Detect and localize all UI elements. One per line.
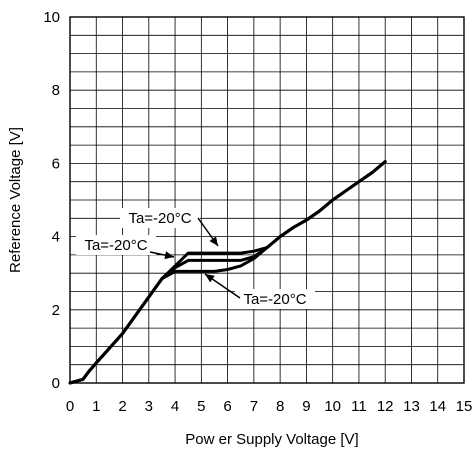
x-tick-label: 13 — [403, 398, 420, 415]
x-tick-label: 11 — [351, 398, 367, 415]
series-layer — [68, 160, 387, 385]
annotation-arrowhead — [209, 236, 218, 246]
x-tick-label: 3 — [145, 398, 153, 415]
x-tick-label: 1 — [92, 398, 100, 415]
y-tick-label: 6 — [52, 155, 60, 172]
x-tick-label: 14 — [429, 398, 446, 415]
annotation-arrowhead — [164, 251, 174, 260]
y-tick-label: 8 — [52, 82, 60, 99]
y-tick-label: 4 — [52, 229, 60, 246]
annotation-label: Ta=-20°C — [243, 291, 306, 308]
x-tick-label: 8 — [276, 398, 284, 415]
annotation-arrowhead — [205, 274, 215, 283]
x-tick-label: 12 — [377, 398, 394, 415]
grid-layer — [70, 17, 464, 383]
x-tick-label: 5 — [197, 398, 205, 415]
annotation-label: Ta=-20°C — [128, 210, 191, 227]
y-tick-label: 0 — [52, 375, 60, 392]
y-axis-title: Reference Voltage [V] — [7, 127, 24, 273]
x-axis-title: Pow er Supply Voltage [V] — [185, 431, 358, 448]
plot-frame — [69, 16, 465, 384]
series-line-3 — [68, 160, 387, 385]
annotation-label-bg — [76, 235, 156, 255]
y-tick-label: 2 — [52, 302, 60, 319]
annotation-layer: Ta=-20°C Ta=-20°C Ta=-20°C — [76, 208, 315, 309]
x-tick-label: 6 — [223, 398, 231, 415]
x-tick-label: 7 — [250, 398, 258, 415]
x-tick-label: 2 — [118, 398, 126, 415]
x-tick-label: 4 — [171, 398, 179, 415]
frame-layer — [69, 16, 465, 384]
x-tick-label: 9 — [302, 398, 310, 415]
x-tick-label: 0 — [66, 398, 74, 415]
annotation-label-bg — [235, 289, 315, 309]
annotation-label-bg — [120, 208, 200, 228]
annotation-label: Ta=-20°C — [84, 237, 147, 254]
x-tick-label: 15 — [456, 398, 473, 415]
x-tick-label: 10 — [324, 398, 341, 415]
y-tick-label: 10 — [43, 9, 60, 26]
